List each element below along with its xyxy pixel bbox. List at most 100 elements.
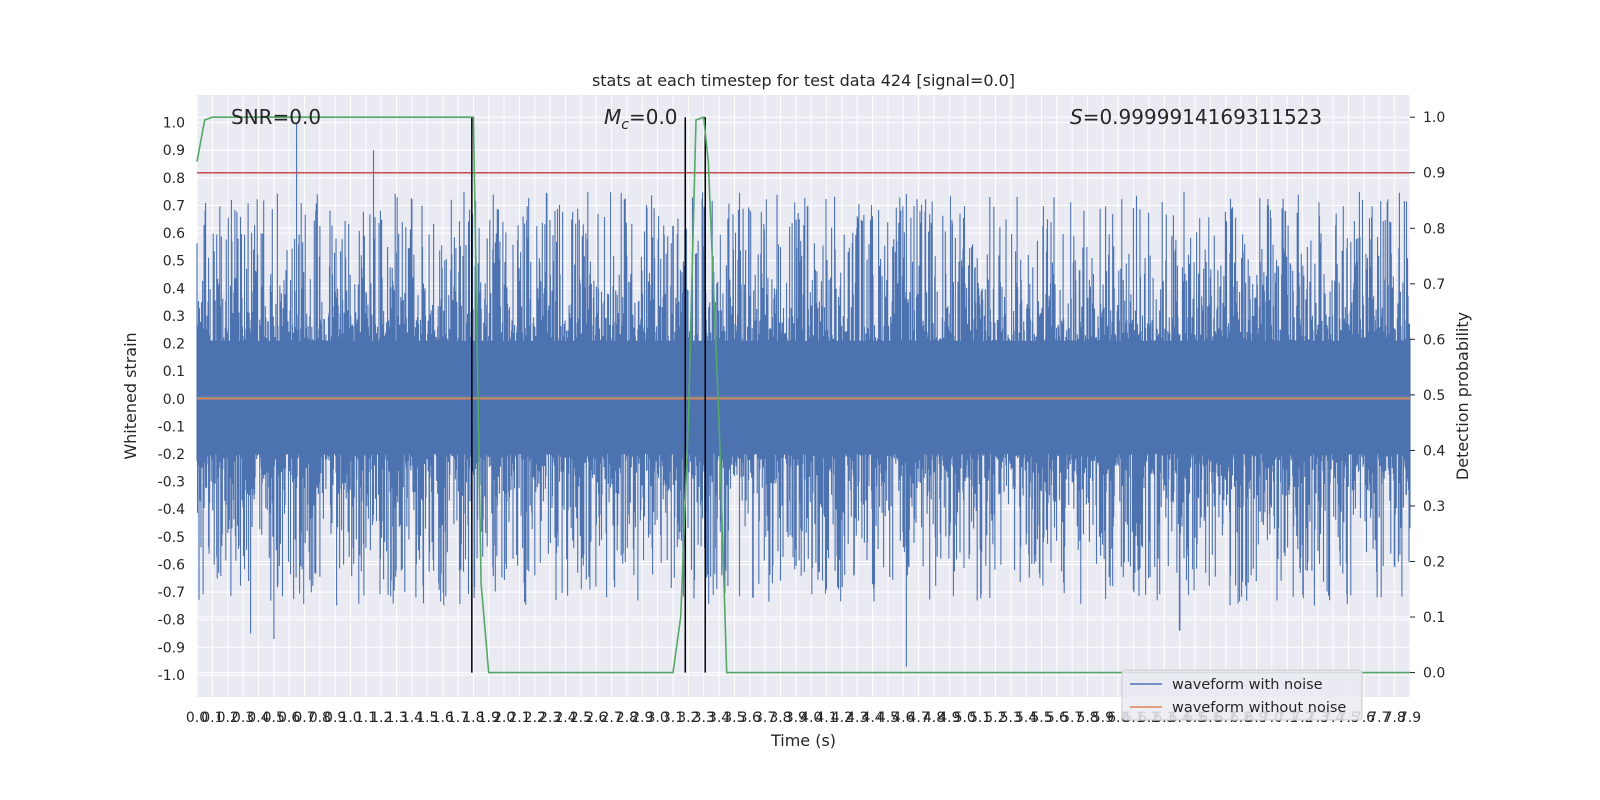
snr-annotation: SNR=0.0 [231, 105, 321, 129]
x-tick-label: 3.2 [677, 710, 699, 726]
y-tick-label: 0.7 [163, 198, 185, 214]
x-tick-label: 3.7 [754, 710, 776, 726]
x-tick-label: 4.7 [908, 710, 930, 726]
y-tick-label: -0.6 [158, 557, 185, 573]
mc-annotation-value: =0.0 [629, 105, 678, 129]
noisy-waveform-core [197, 340, 1410, 449]
x-tick-label: 2.2 [524, 710, 546, 726]
x-tick-label: 4.8 [923, 710, 945, 726]
x-tick-label: 1.3 [385, 710, 407, 726]
x-tick-label: 2.9 [631, 710, 653, 726]
x-tick-label: 1.5 [416, 710, 438, 726]
x-tick-label: 2.3 [539, 710, 561, 726]
x-tick-label: 5.0 [954, 710, 976, 726]
x-tick-label: 7.7 [1368, 710, 1390, 726]
legend: waveform with noise waveform without noi… [1121, 669, 1363, 721]
s-annotation: S=0.9999914169311523 [1070, 105, 1322, 129]
y-tick-label: 0.6 [163, 226, 185, 242]
x-tick-label: 0.5 [263, 710, 285, 726]
y-tick-label: 0.2 [163, 337, 185, 353]
x-tick-label: 4.3 [846, 710, 868, 726]
x-tick-label: 5.3 [1000, 710, 1022, 726]
x-tick-label: 0.1 [201, 710, 223, 726]
x-tick-label: 1.2 [370, 710, 392, 726]
x-tick-label: 5.4 [1015, 710, 1037, 726]
y-tick-label: -0.8 [158, 613, 185, 629]
x-tick-label: 2.8 [616, 710, 638, 726]
overlay-lines [196, 116, 1410, 674]
x-tick-label: 4.1 [815, 710, 837, 726]
y-tick-label: -0.7 [158, 585, 185, 601]
legend-box [1121, 669, 1363, 721]
y-tick-label: -0.1 [158, 419, 185, 435]
y-tick-label: 0.3 [163, 309, 185, 325]
legend-label-clean: waveform without noise [1172, 700, 1346, 716]
y2-tick-label: 0.0 [1423, 666, 1445, 682]
y-tick-label: -0.3 [158, 475, 185, 491]
y2-tick-label: 0.5 [1423, 388, 1445, 404]
y2-tick-label: 0.4 [1423, 443, 1445, 459]
x-tick-label: 2.1 [508, 710, 530, 726]
y2-tick-label: 0.3 [1423, 499, 1445, 515]
x-tick-label: 1.1 [355, 710, 377, 726]
x-tick-label: 4.2 [831, 710, 853, 726]
y-axis-label: Whitened strain [121, 332, 140, 459]
x-tick-label: 3.4 [708, 710, 730, 726]
x-tick-label: 4.6 [892, 710, 914, 726]
x-tick-label: 5.7 [1061, 710, 1083, 726]
y-tick-label: 0.5 [163, 254, 185, 270]
y2-tick-label: 0.1 [1423, 610, 1445, 626]
y-axis-right-ticks: 1.0 0.9 0.8 0.7 0.6 0.5 0.4 0.3 0.2 0.1 0.0 [1410, 110, 1445, 682]
x-tick-label: 5.6 [1046, 710, 1068, 726]
x-tick-label: 1.9 [478, 710, 500, 726]
y2-tick-label: 0.8 [1423, 221, 1445, 237]
x-tick-label: 1.8 [462, 710, 484, 726]
y-axis-left-ticks: 1.0 0.9 0.8 0.7 0.6 0.5 0.4 0.3 0.2 0.1 0.0 -0.1 -0.… [158, 116, 185, 684]
x-tick-label: 0.8 [309, 710, 331, 726]
s-annotation-value: =0.9999914169311523 [1083, 105, 1322, 129]
y-tick-label: 0.8 [163, 171, 185, 187]
x-tick-label: 0.3 [232, 710, 254, 726]
x-tick-label: 0.6 [278, 710, 300, 726]
x-tick-label: 0.7 [293, 710, 315, 726]
y2-tick-label: 0.9 [1423, 166, 1445, 182]
x-tick-label: 3.5 [723, 710, 745, 726]
mc-annotation: Mc=0.0 [604, 105, 678, 133]
y2-tick-label: 0.7 [1423, 277, 1445, 293]
x-tick-label: 5.9 [1092, 710, 1114, 726]
x-tick-label: 2.6 [585, 710, 607, 726]
x-tick-label: 1.7 [447, 710, 469, 726]
x-tick-label: 0.0 [186, 710, 208, 726]
x-tick-label: 5.2 [984, 710, 1006, 726]
x-tick-label: 7.8 [1384, 710, 1406, 726]
y-tick-label: 0.1 [163, 364, 185, 380]
x-tick-label: 5.8 [1076, 710, 1098, 726]
chart-title: stats at each timestep for test data 424… [592, 71, 1015, 90]
x-axis-label: Time (s) [770, 731, 836, 750]
x-tick-label: 5.5 [1030, 710, 1052, 726]
x-tick-label: 7.9 [1399, 710, 1421, 726]
x-tick-label: 3.6 [739, 710, 761, 726]
y-tick-label: 0.0 [163, 392, 185, 408]
waveform-with-noise-series [196, 122, 1411, 667]
x-tick-label: 1.4 [401, 710, 423, 726]
x-tick-label: 3.9 [785, 710, 807, 726]
y2-tick-label: 0.2 [1423, 554, 1445, 570]
y-tick-label: -0.9 [158, 640, 185, 656]
y-tick-label: 0.9 [163, 143, 185, 159]
x-tick-label: 4.4 [861, 710, 883, 726]
y-tick-label: -0.4 [158, 502, 185, 518]
x-tick-label: 0.4 [247, 710, 269, 726]
y-tick-label: -1.0 [158, 668, 185, 684]
y-tick-label: 0.4 [163, 281, 185, 297]
x-tick-label: 3.0 [647, 710, 669, 726]
x-tick-label: 2.0 [493, 710, 515, 726]
y-tick-label: 1.0 [163, 116, 185, 132]
x-tick-label: 3.3 [693, 710, 715, 726]
legend-label-noisy: waveform with noise [1172, 677, 1323, 693]
x-tick-label: 5.1 [969, 710, 991, 726]
y-tick-label: -0.5 [158, 530, 185, 546]
x-tick-label: 2.4 [554, 710, 576, 726]
x-tick-label: 0.9 [324, 710, 346, 726]
